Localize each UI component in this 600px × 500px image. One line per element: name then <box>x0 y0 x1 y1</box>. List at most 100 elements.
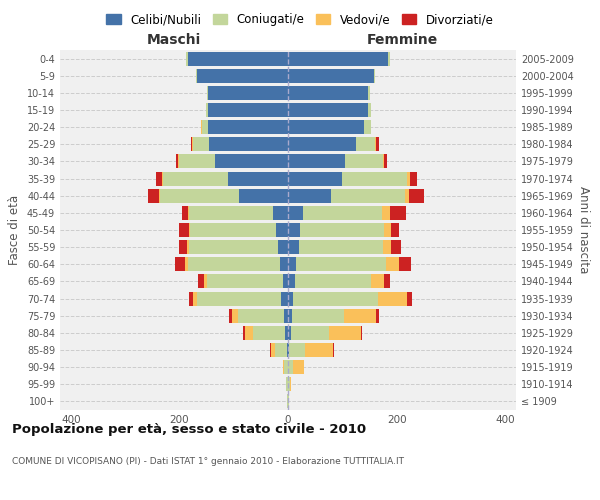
Bar <box>332 343 334 357</box>
Bar <box>179 223 189 237</box>
Bar <box>293 292 377 306</box>
Bar <box>271 343 275 357</box>
Bar <box>288 103 368 117</box>
Bar <box>384 154 387 168</box>
Bar <box>391 223 399 237</box>
Bar <box>384 223 391 237</box>
Bar <box>288 394 289 408</box>
Bar <box>182 206 188 220</box>
Bar <box>288 292 293 306</box>
Bar <box>179 240 187 254</box>
Bar <box>289 343 305 357</box>
Bar <box>286 378 288 392</box>
Bar <box>187 52 188 66</box>
Y-axis label: Anni di nascita: Anni di nascita <box>577 186 590 274</box>
Bar <box>283 360 284 374</box>
Bar <box>288 154 345 168</box>
Bar <box>284 360 288 374</box>
Bar <box>188 292 193 306</box>
Bar <box>342 172 407 185</box>
Bar <box>284 308 288 322</box>
Bar <box>391 240 401 254</box>
Bar <box>410 172 416 185</box>
Bar <box>229 308 232 322</box>
Bar <box>188 52 288 66</box>
Bar <box>331 188 405 202</box>
Bar <box>192 138 193 151</box>
Bar <box>288 360 293 374</box>
Bar <box>390 206 406 220</box>
Bar <box>290 378 291 392</box>
Bar <box>253 326 285 340</box>
Bar <box>232 308 238 322</box>
Bar <box>160 188 239 202</box>
Bar <box>199 274 204 288</box>
Bar <box>376 138 379 151</box>
Bar <box>384 274 389 288</box>
Bar <box>206 103 208 117</box>
Bar <box>356 138 375 151</box>
Bar <box>288 240 299 254</box>
Bar <box>288 326 291 340</box>
Y-axis label: Fasce di età: Fasce di età <box>8 195 21 265</box>
Bar <box>275 343 287 357</box>
Bar <box>202 120 208 134</box>
Bar <box>288 308 292 322</box>
Bar <box>228 172 288 185</box>
Bar <box>197 292 281 306</box>
Bar <box>162 172 163 185</box>
Bar <box>193 138 209 151</box>
Bar <box>295 274 371 288</box>
Bar <box>375 138 376 151</box>
Bar <box>189 223 190 237</box>
Text: Maschi: Maschi <box>147 32 201 46</box>
Bar <box>288 138 356 151</box>
Bar <box>191 138 192 151</box>
Bar <box>287 394 288 408</box>
Bar <box>239 188 288 202</box>
Bar <box>276 223 288 237</box>
Bar <box>179 154 215 168</box>
Bar <box>187 240 188 254</box>
Bar <box>407 172 410 185</box>
Bar <box>185 258 188 272</box>
Legend: Celibi/Nubili, Coniugati/e, Vedovi/e, Divorziati/e: Celibi/Nubili, Coniugati/e, Vedovi/e, Di… <box>101 8 499 31</box>
Bar <box>201 120 202 134</box>
Bar <box>288 120 364 134</box>
Bar <box>374 68 376 82</box>
Bar <box>377 292 407 306</box>
Bar <box>288 206 303 220</box>
Text: COMUNE DI VICOPISANO (PI) - Dati ISTAT 1° gennaio 2010 - Elaborazione TUTTITALIA: COMUNE DI VICOPISANO (PI) - Dati ISTAT 1… <box>12 458 404 466</box>
Bar <box>329 326 361 340</box>
Text: Popolazione per età, sesso e stato civile - 2010: Popolazione per età, sesso e stato civil… <box>12 422 366 436</box>
Bar <box>288 223 300 237</box>
Bar <box>299 240 383 254</box>
Bar <box>368 103 371 117</box>
Bar <box>371 274 384 288</box>
Bar <box>163 172 228 185</box>
Bar <box>188 206 273 220</box>
Bar <box>383 240 391 254</box>
Bar <box>288 188 331 202</box>
Bar <box>215 154 288 168</box>
Bar <box>155 172 162 185</box>
Bar <box>197 68 288 82</box>
Bar <box>208 103 288 117</box>
Bar <box>291 326 329 340</box>
Bar <box>303 206 382 220</box>
Bar <box>269 343 271 357</box>
Bar <box>288 274 295 288</box>
Bar <box>204 274 206 288</box>
Bar <box>288 68 374 82</box>
Bar <box>176 154 178 168</box>
Bar <box>382 206 390 220</box>
Bar <box>209 138 288 151</box>
Bar <box>305 343 332 357</box>
Bar <box>285 326 288 340</box>
Bar <box>238 308 284 322</box>
Bar <box>361 326 362 340</box>
Bar <box>278 240 288 254</box>
Bar <box>388 52 389 66</box>
Bar <box>292 308 344 322</box>
Text: Femmine: Femmine <box>367 32 437 46</box>
